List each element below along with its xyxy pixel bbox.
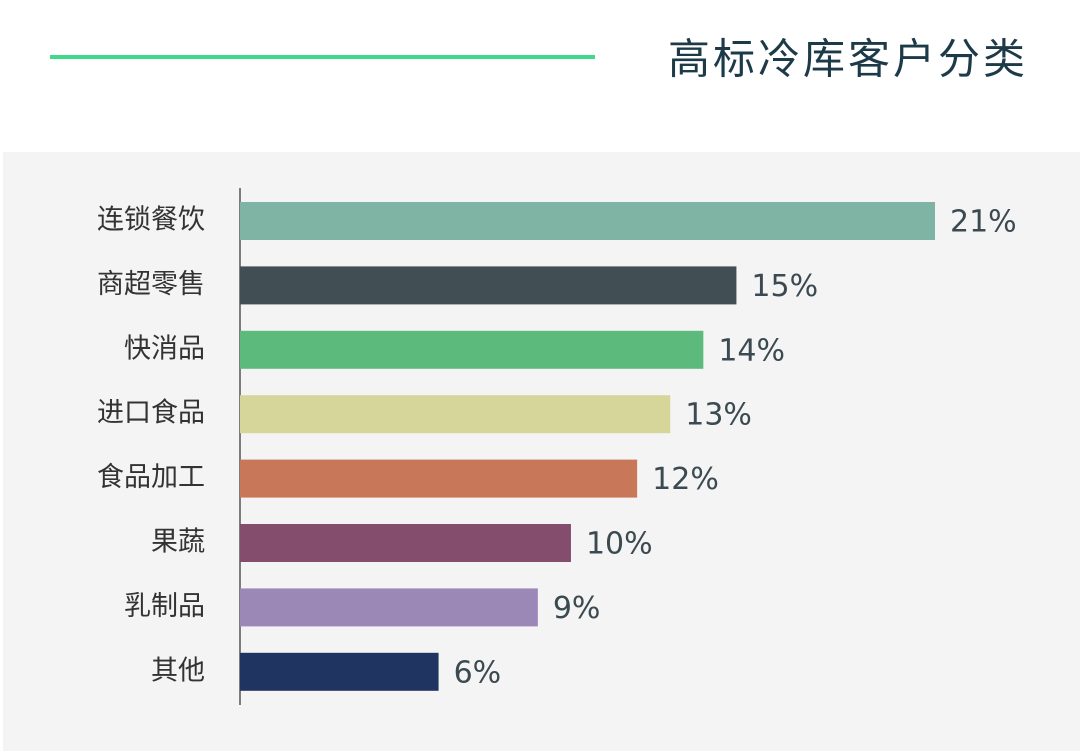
value-label: 10% <box>586 527 653 562</box>
bar <box>240 395 671 434</box>
bar <box>240 588 538 627</box>
category-label: 乳制品 <box>124 591 205 622</box>
value-label: 12% <box>652 462 719 497</box>
value-label: 13% <box>685 398 752 433</box>
category-label: 其他 <box>151 655 205 686</box>
category-label: 连锁餐饮 <box>97 205 205 236</box>
value-label: 21% <box>950 205 1017 240</box>
bar <box>240 459 638 498</box>
panel <box>3 152 1080 751</box>
category-label: 果蔬 <box>151 527 205 558</box>
category-label: 进口食品 <box>97 398 205 429</box>
value-label: 14% <box>718 333 785 368</box>
bar <box>240 266 737 305</box>
bar <box>240 330 704 369</box>
bar <box>240 202 935 240</box>
chart-title: 高标冷库客户分类 <box>668 35 1028 84</box>
bar <box>240 524 571 562</box>
value-label: 9% <box>553 591 601 626</box>
bar <box>240 652 439 691</box>
value-label: 15% <box>751 269 818 304</box>
category-label: 快消品 <box>124 333 205 364</box>
category-label: 食品加工 <box>97 462 205 493</box>
category-label: 商超零售 <box>97 269 205 300</box>
value-label: 6% <box>454 655 502 690</box>
